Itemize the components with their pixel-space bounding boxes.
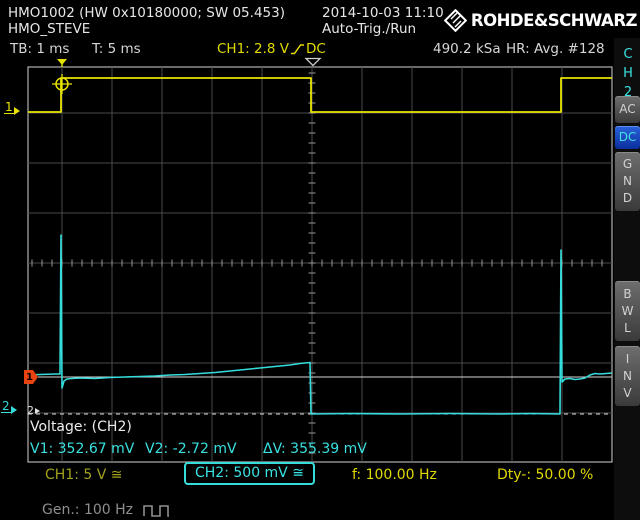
brand-logo: ROHDE&SCHWARZ xyxy=(443,9,638,32)
square-wave-icon xyxy=(143,504,169,517)
ch2-marker-label: 2 xyxy=(1,399,11,413)
timebase-readout: TB: 1 ms xyxy=(10,41,70,57)
softkey-ac[interactable]: AC xyxy=(615,96,640,123)
cursor-dv-readout: ΔV: 355.39 mV xyxy=(263,441,367,457)
cursor2-handle[interactable]: 2 xyxy=(27,405,40,416)
softkey-ac-label: AC xyxy=(619,102,636,116)
acquisition-status: Auto-Trig./Run xyxy=(322,21,417,37)
rs-diamond-icon xyxy=(443,9,467,32)
frequency-readout: f: 100.00 Hz xyxy=(352,467,437,483)
ch2-position-marker[interactable]: 2 xyxy=(1,399,17,414)
ch2-marker-arrow-icon xyxy=(10,406,17,414)
ch1-position-marker[interactable]: 1 xyxy=(4,100,20,115)
cursor1-label: 1 xyxy=(26,371,33,383)
ch1-marker-arrow-icon xyxy=(13,107,20,115)
datetime-status: 2014-10-03 11:10 Auto-Trig./Run xyxy=(322,5,444,37)
cursor1-handle[interactable]: 1 xyxy=(24,370,38,384)
cursor2-label: 2 xyxy=(27,404,34,417)
rising-slope-icon xyxy=(291,44,305,55)
brand-name: ROHDE&SCHWARZ xyxy=(470,11,638,30)
cursor2-arrow-icon xyxy=(35,408,40,414)
softkey-dc[interactable]: DC xyxy=(615,126,640,149)
device-name: HMO_STEVE xyxy=(8,21,91,37)
trigger-readout: CH1: 2.8 V DC xyxy=(217,41,326,57)
cursor-v2-readout: V2: -2.72 mV xyxy=(145,441,237,457)
datetime: 2014-10-03 11:10 xyxy=(322,5,444,21)
sample-rate-readout: 490.2 kSa xyxy=(433,41,501,57)
ch2-trace xyxy=(27,234,613,415)
device-id: HMO1002 (HW 0x10180000; SW 05.453) xyxy=(8,5,285,21)
ch1-scale-readout: CH1: 5 V ≅ xyxy=(45,467,123,483)
trigger-position-marker-icon xyxy=(304,57,322,67)
trigger-source-level: CH1: 2.8 V xyxy=(217,41,290,57)
trigger-time-marker-icon xyxy=(57,59,67,67)
duty-cycle-readout: Dty-: 50.00 % xyxy=(497,467,594,483)
trigger-coupling: DC xyxy=(306,41,326,57)
ch1-trace xyxy=(28,77,612,113)
softkey-dc-label: DC xyxy=(618,130,637,144)
graticule-frame xyxy=(27,66,613,463)
generator-status: Gen.: 100 Hz xyxy=(42,502,177,518)
generator-label: Gen.: 100 Hz xyxy=(42,502,133,518)
ch1-marker-label: 1 xyxy=(4,100,14,114)
device-info: HMO1002 (HW 0x10180000; SW 05.453) HMO_S… xyxy=(8,5,285,37)
trigger-offset-readout: T: 5 ms xyxy=(92,41,141,57)
measurement-title: Voltage: (CH2) xyxy=(30,419,132,435)
ch2-scale-readout: CH2: 500 mV ≅ xyxy=(184,462,315,485)
acquire-mode-readout: HR: Avg. #128 xyxy=(506,41,605,57)
cursor-v1-readout: V1: 352.67 mV xyxy=(30,441,135,457)
